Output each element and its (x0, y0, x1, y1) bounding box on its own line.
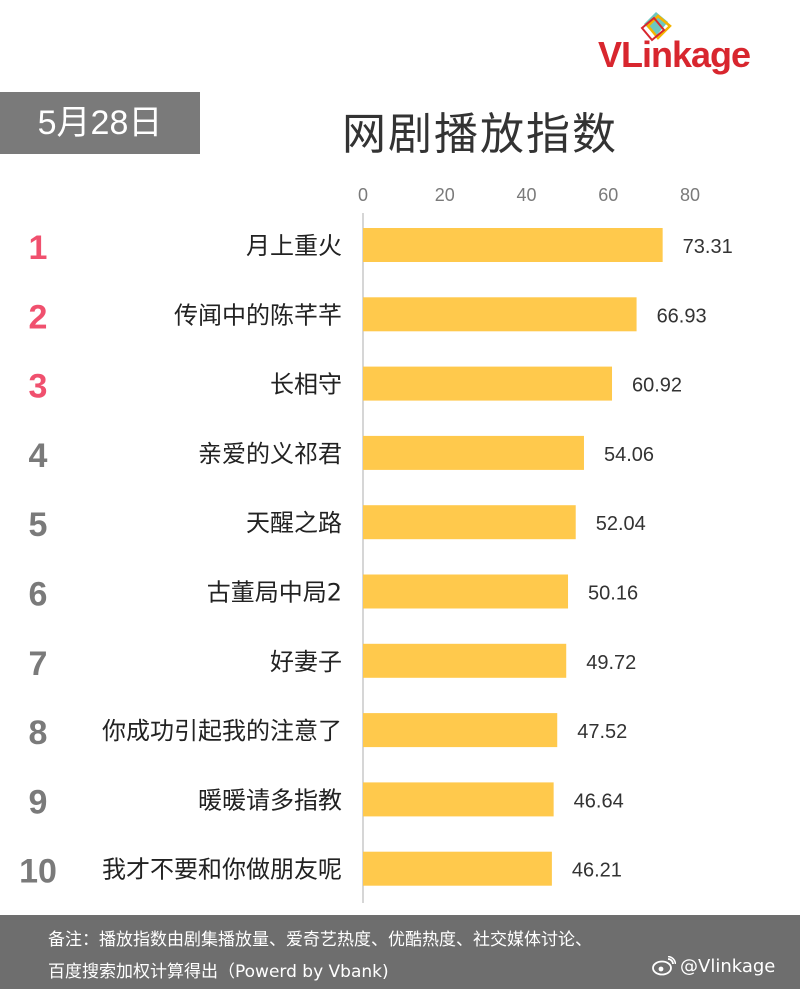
rank-number: 6 (29, 576, 48, 614)
value-label: 60.92 (632, 375, 682, 397)
note-line-2: 百度搜索加权计算得出（Powerd by Vbank) (48, 962, 389, 982)
brand-name: VLinkage (598, 34, 751, 75)
bar-9 (363, 782, 554, 817)
value-label: 50.16 (588, 583, 638, 605)
rank-number: 5 (29, 506, 48, 544)
brand-mark-icon (640, 12, 672, 42)
category-label: 月上重火 (246, 232, 342, 260)
bar-10 (363, 851, 552, 886)
bar-4 (363, 435, 584, 470)
x-tick-label: 0 (358, 185, 368, 205)
rank-number: 4 (29, 437, 48, 475)
rank-number: 9 (29, 783, 48, 821)
category-label: 好妻子 (270, 648, 342, 676)
bar-5 (363, 505, 576, 540)
category-label: 暖暖请多指教 (198, 786, 342, 814)
weibo-handle: @Vlinkage (680, 956, 776, 977)
bar-1 (363, 228, 663, 262)
weibo-icon (652, 956, 676, 976)
date-badge: 5月28日 (0, 92, 200, 154)
rank-number: 7 (29, 645, 48, 683)
bar-2 (363, 297, 637, 332)
value-label: 73.31 (683, 236, 733, 258)
rank-number: 1 (29, 229, 48, 267)
rank-number: 2 (29, 298, 48, 336)
x-tick-label: 80 (680, 185, 700, 205)
value-label: 54.06 (604, 444, 654, 466)
x-tick-label: 60 (598, 185, 618, 205)
value-label: 52.04 (596, 513, 646, 535)
value-label: 47.52 (577, 721, 627, 743)
note-line-1: 备注：播放指数由剧集播放量、爱奇艺热度、优酷热度、社交媒体讨论、 (48, 930, 592, 950)
weibo-credit: @Vlinkage (652, 956, 775, 977)
value-label: 49.72 (586, 652, 636, 674)
value-label: 46.21 (572, 860, 622, 882)
rank-number: 10 (19, 853, 57, 891)
category-label: 你成功引起我的注意了 (102, 717, 342, 745)
value-label: 46.64 (574, 790, 624, 812)
brand-logo: VLinkage (598, 34, 778, 84)
category-label: 长相守 (270, 371, 342, 399)
footer-note: 备注：播放指数由剧集播放量、爱奇艺热度、优酷热度、社交媒体讨论、 百度搜索加权计… (0, 915, 800, 989)
chart-title: 网剧播放指数 (342, 109, 618, 160)
category-label: 天醒之路 (246, 509, 342, 537)
bar-7 (363, 643, 567, 678)
bar-chart: 0 20 40 60 80 月上重火 73.31 1 传闻中的陈芊芊 66.93 2 长相守 60.92… (19, 185, 733, 903)
bar-6 (363, 574, 569, 609)
category-label: 传闻中的陈芊芊 (174, 301, 342, 329)
bar-8 (363, 713, 558, 748)
category-label: 我才不要和你做朋友呢 (102, 856, 342, 884)
x-tick-label: 20 (435, 185, 455, 205)
value-label: 66.93 (657, 305, 707, 327)
bar-3 (363, 366, 613, 401)
category-label: 古董局中局2 (207, 579, 342, 607)
rank-number: 8 (29, 714, 48, 752)
x-tick-label: 40 (516, 185, 536, 205)
category-label: 亲爱的义祁君 (198, 440, 342, 468)
rank-number: 3 (29, 368, 48, 406)
